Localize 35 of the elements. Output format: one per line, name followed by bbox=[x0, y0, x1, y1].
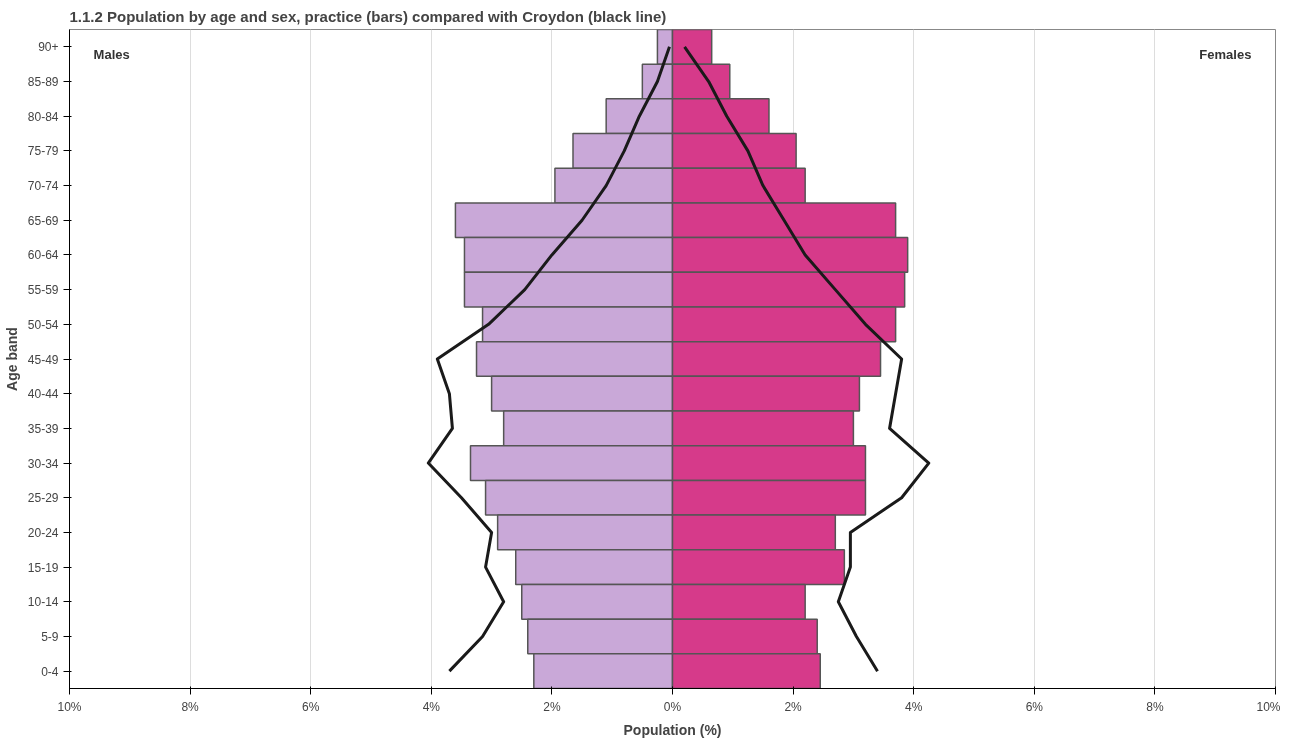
annotation: Males bbox=[93, 46, 130, 62]
y-tick-label: 10-14 bbox=[27, 595, 59, 610]
y-tick-label: 15-19 bbox=[27, 560, 59, 575]
y-axis-title: Age band bbox=[3, 327, 20, 391]
x-tick-label: 2% bbox=[543, 699, 561, 714]
y-tick-label: 45-49 bbox=[27, 352, 59, 367]
x-tick-label: 2% bbox=[784, 699, 803, 714]
y-tick-label: 70-74 bbox=[27, 179, 59, 194]
y-tick-label: 0-4 bbox=[41, 664, 59, 679]
y-tick-label: 25-29 bbox=[27, 491, 59, 506]
y-tick-label: 85-89 bbox=[27, 75, 59, 90]
x-tick-label: 6% bbox=[1025, 699, 1044, 714]
y-tick-label: 5-9 bbox=[41, 629, 59, 644]
x-tick-label: 10% bbox=[1256, 699, 1281, 714]
y-tick-label: 50-54 bbox=[27, 317, 59, 332]
y-tick-label: 80-84 bbox=[27, 109, 59, 124]
annotation: Females bbox=[1199, 46, 1252, 62]
y-tick-label: 20-24 bbox=[27, 525, 59, 540]
x-tick-label: 0% bbox=[663, 699, 682, 714]
y-tick-label: 90+ bbox=[38, 40, 59, 55]
x-tick-label: 8% bbox=[1146, 699, 1164, 714]
y-tick-label: 60-64 bbox=[27, 248, 59, 263]
x-tick-label: 4% bbox=[905, 699, 923, 714]
y-tick-label: 30-34 bbox=[27, 456, 59, 471]
y-tick-label: 40-44 bbox=[27, 387, 59, 402]
x-tick-label: 6% bbox=[302, 699, 320, 714]
x-tick-label: 8% bbox=[181, 699, 200, 714]
x-axis-title: Population (%) bbox=[623, 721, 722, 738]
y-tick-label: 65-69 bbox=[27, 213, 59, 228]
chart-title: 1.1.2 Population by age and sex, practice (bars) compared with Croydon (black line) bbox=[69, 7, 667, 25]
y-tick-label: 55-59 bbox=[27, 283, 59, 298]
y-tick-label: 35-39 bbox=[27, 421, 59, 436]
y-tick-label: 75-79 bbox=[27, 144, 59, 159]
x-tick-label: 4% bbox=[422, 699, 441, 714]
x-tick-label: 10% bbox=[57, 699, 82, 714]
